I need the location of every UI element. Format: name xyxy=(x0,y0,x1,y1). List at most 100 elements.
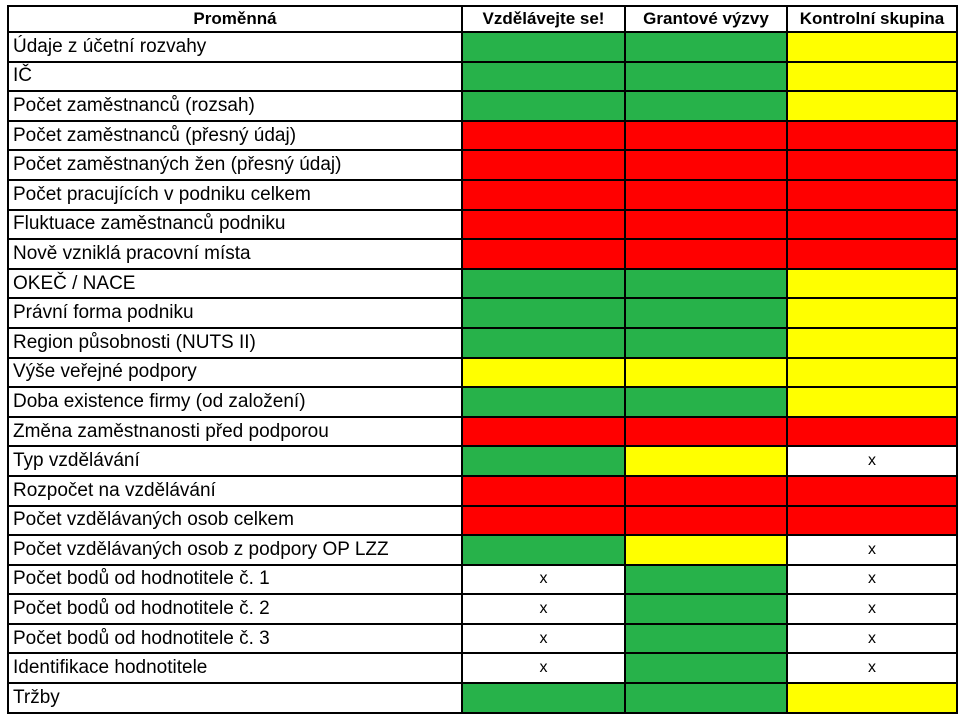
variable-label: Počet vzdělávaných osob z podpory OP LZZ xyxy=(7,534,463,566)
variable-label: Počet vzdělávaných osob celkem xyxy=(7,504,463,537)
table-row: Doba existence firmy (od založení) xyxy=(7,386,958,418)
grantove-vyzvy-cell xyxy=(624,119,788,152)
table-row: Počet zaměstnanců (přesný údaj) xyxy=(7,119,958,152)
grantove-vyzvy-cell xyxy=(624,593,788,625)
grantove-vyzvy-cell xyxy=(624,622,788,655)
table-row: IČ xyxy=(7,60,958,93)
table-row: Výše veřejné podpory xyxy=(7,356,958,389)
grantove-vyzvy-cell xyxy=(624,682,788,714)
table-row: Změna zaměstnanosti před podporou xyxy=(7,415,958,448)
grantove-vyzvy-cell xyxy=(624,31,788,63)
vzdelavejte-se-cell xyxy=(461,90,626,122)
grantove-vyzvy-cell xyxy=(624,563,788,596)
vzdelavejte-se-cell xyxy=(461,386,626,418)
kontrolni-skupina-cell xyxy=(786,119,958,152)
table-body: Údaje z účetní rozvahy IČ Počet zaměstnanc… xyxy=(7,31,958,714)
variable-label: Počet zaměstnanců (rozsah) xyxy=(7,90,463,122)
kontrolni-skupina-cell xyxy=(786,504,958,537)
vzdelavejte-se-cell: x xyxy=(461,622,626,655)
variable-label: OKEČ / NACE xyxy=(7,267,463,300)
kontrolni-skupina-cell: x xyxy=(786,445,958,477)
vzdelavejte-se-cell xyxy=(461,297,626,329)
kontrolni-skupina-cell xyxy=(786,356,958,389)
grantove-vyzvy-cell xyxy=(624,149,788,181)
vzdelavejte-se-cell xyxy=(461,31,626,63)
kontrolni-skupina-cell xyxy=(786,31,958,63)
vzdelavejte-se-cell xyxy=(461,178,626,211)
kontrolni-skupina-cell: x xyxy=(786,622,958,655)
table-row: Identifikace hodnotitele x x xyxy=(7,652,958,685)
grantove-vyzvy-cell xyxy=(624,208,788,241)
grantove-vyzvy-cell xyxy=(624,534,788,566)
variable-label: Počet bodů od hodnotitele č. 3 xyxy=(7,622,463,655)
variable-label: Identifikace hodnotitele xyxy=(7,652,463,685)
variable-label: Rozpočet na vzdělávání xyxy=(7,474,463,507)
header-grantove-vyzvy: Grantové výzvy xyxy=(624,5,788,33)
table-row: Tržby xyxy=(7,682,958,714)
variable-label: Počet zaměstnanců (přesný údaj) xyxy=(7,119,463,152)
variable-label: Počet bodů od hodnotitele č. 2 xyxy=(7,593,463,625)
variable-label: Doba existence firmy (od založení) xyxy=(7,386,463,418)
kontrolni-skupina-cell xyxy=(786,474,958,507)
kontrolni-skupina-cell: x xyxy=(786,652,958,685)
variable-label: Výše veřejné podpory xyxy=(7,356,463,389)
grantove-vyzvy-cell xyxy=(624,386,788,418)
kontrolni-skupina-cell xyxy=(786,326,958,359)
grantove-vyzvy-cell xyxy=(624,178,788,211)
variable-label: Fluktuace zaměstnanců podniku xyxy=(7,208,463,241)
kontrolni-skupina-cell: x xyxy=(786,534,958,566)
kontrolni-skupina-cell xyxy=(786,386,958,418)
vzdelavejte-se-cell xyxy=(461,356,626,389)
table-row: Region působnosti (NUTS II) xyxy=(7,326,958,359)
vzdelavejte-se-cell xyxy=(461,474,626,507)
variable-label: Údaje z účetní rozvahy xyxy=(7,31,463,63)
vzdelavejte-se-cell xyxy=(461,60,626,93)
table-row: Počet zaměstnaných žen (přesný údaj) xyxy=(7,149,958,181)
grantove-vyzvy-cell xyxy=(624,238,788,270)
grantove-vyzvy-cell xyxy=(624,60,788,93)
kontrolni-skupina-cell xyxy=(786,682,958,714)
grantove-vyzvy-cell xyxy=(624,652,788,685)
kontrolni-skupina-cell xyxy=(786,178,958,211)
vzdelavejte-se-cell: x xyxy=(461,563,626,596)
header-variable: Proměnná xyxy=(7,5,463,33)
variable-label: Právní forma podniku xyxy=(7,297,463,329)
vzdelavejte-se-cell xyxy=(461,208,626,241)
vzdelavejte-se-cell xyxy=(461,267,626,300)
vzdelavejte-se-cell xyxy=(461,682,626,714)
variable-label: Nově vzniklá pracovní místa xyxy=(7,238,463,270)
vzdelavejte-se-cell xyxy=(461,238,626,270)
table-row: Počet zaměstnanců (rozsah) xyxy=(7,90,958,122)
table-row: Počet vzdělávaných osob z podpory OP LZZ… xyxy=(7,534,958,566)
kontrolni-skupina-cell: x xyxy=(786,593,958,625)
vzdelavejte-se-cell xyxy=(461,534,626,566)
variable-label: Počet zaměstnaných žen (přesný údaj) xyxy=(7,149,463,181)
variable-label: Region působnosti (NUTS II) xyxy=(7,326,463,359)
kontrolni-skupina-cell xyxy=(786,238,958,270)
vzdelavejte-se-cell xyxy=(461,149,626,181)
vzdelavejte-se-cell xyxy=(461,504,626,537)
variables-table: Proměnná Vzdělávejte se! Grantové výzvy … xyxy=(7,5,958,714)
header-vzdelavejte-se: Vzdělávejte se! xyxy=(461,5,626,33)
vzdelavejte-se-cell xyxy=(461,119,626,152)
grantove-vyzvy-cell xyxy=(624,297,788,329)
table-row: Rozpočet na vzdělávání xyxy=(7,474,958,507)
table-row: Údaje z účetní rozvahy xyxy=(7,31,958,63)
header-kontrolni-skupina: Kontrolní skupina xyxy=(786,5,958,33)
grantove-vyzvy-cell xyxy=(624,504,788,537)
variable-label: Tržby xyxy=(7,682,463,714)
table-row: Počet pracujících v podniku celkem xyxy=(7,178,958,211)
table-row: Právní forma podniku xyxy=(7,297,958,329)
grantove-vyzvy-cell xyxy=(624,356,788,389)
table-row: Počet vzdělávaných osob celkem xyxy=(7,504,958,537)
grantove-vyzvy-cell xyxy=(624,474,788,507)
grantove-vyzvy-cell xyxy=(624,90,788,122)
kontrolni-skupina-cell xyxy=(786,415,958,448)
kontrolni-skupina-cell xyxy=(786,208,958,241)
vzdelavejte-se-cell: x xyxy=(461,593,626,625)
variable-label: IČ xyxy=(7,60,463,93)
header-row: Proměnná Vzdělávejte se! Grantové výzvy … xyxy=(7,5,958,33)
